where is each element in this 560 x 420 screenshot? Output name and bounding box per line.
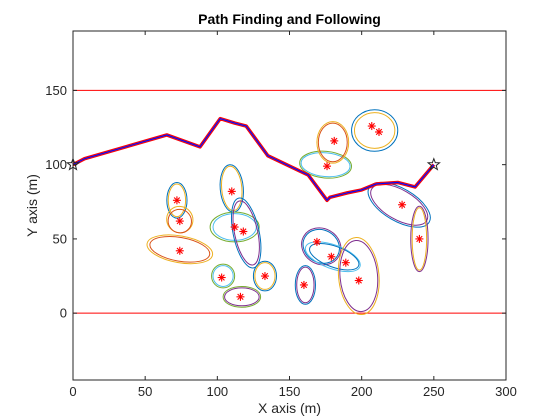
- uncertainty-ellipse: [167, 183, 187, 218]
- x-tick-label: 50: [138, 384, 152, 399]
- uncertainty-ellipse: [302, 228, 340, 264]
- plot-area: [73, 31, 506, 380]
- followed-path-line: [72, 118, 435, 201]
- uncertainty-ellipses: [146, 109, 431, 316]
- obstacle-marker: [175, 246, 184, 255]
- y-tick-label: 50: [53, 231, 67, 246]
- obstacle-marker: [341, 258, 350, 267]
- y-tick-label: 0: [60, 306, 67, 321]
- uncertainty-ellipse: [339, 239, 379, 313]
- obstacle-marker: [312, 237, 321, 246]
- obstacle-marker: [415, 234, 424, 243]
- obstacle-markers: [172, 122, 424, 301]
- obstacle-marker: [217, 273, 226, 282]
- uncertainty-ellipse: [211, 263, 236, 289]
- uncertainty-ellipse: [166, 181, 188, 219]
- uncertainty-ellipse: [411, 207, 428, 271]
- uncertainty-ellipse: [146, 234, 214, 265]
- paths: [72, 116, 436, 203]
- obstacle-marker: [299, 280, 308, 289]
- obstacle-marker: [230, 223, 239, 232]
- uncertainty-ellipse: [309, 243, 360, 271]
- x-tick-label: 100: [206, 384, 228, 399]
- uncertainty-ellipse: [300, 152, 351, 178]
- goal-marker: [426, 157, 441, 171]
- y-tick-label: 100: [45, 157, 67, 172]
- uncertainty-ellipse: [410, 205, 429, 273]
- uncertainty-ellipse: [296, 266, 315, 304]
- uncertainty-ellipse: [351, 109, 399, 152]
- chart-title: Path Finding and Following: [198, 11, 381, 27]
- obstacle-marker: [367, 122, 376, 131]
- obstacle-marker: [227, 187, 236, 196]
- obstacle-marker: [374, 127, 383, 136]
- uncertainty-ellipse: [224, 287, 260, 307]
- uncertainty-ellipse: [353, 112, 396, 149]
- uncertainty-ellipse: [299, 150, 352, 179]
- obstacle-marker: [172, 196, 181, 205]
- uncertainty-ellipse: [316, 121, 350, 164]
- y-axis-label: Y axis (m): [24, 174, 40, 237]
- uncertainty-ellipse: [212, 265, 234, 287]
- uncertainty-ellipse: [230, 197, 262, 269]
- uncertainty-ellipse: [167, 208, 192, 234]
- x-axis-ticks: 0 50 100 150 200 250 300: [69, 31, 517, 399]
- obstacle-marker: [323, 162, 332, 171]
- uncertainty-ellipse: [149, 235, 211, 263]
- obstacle-marker: [327, 252, 336, 261]
- x-tick-label: 0: [69, 384, 76, 399]
- uncertainty-ellipse: [232, 200, 260, 266]
- y-tick-label: 150: [45, 83, 67, 98]
- uncertainty-ellipse: [337, 237, 380, 316]
- uncertainty-ellipse: [254, 262, 276, 290]
- x-tick-label: 200: [351, 384, 373, 399]
- obstacle-marker: [330, 136, 339, 145]
- uncertainty-ellipse: [252, 260, 278, 292]
- x-axis-label: X axis (m): [258, 400, 321, 416]
- uncertainty-ellipse: [222, 285, 262, 308]
- uncertainty-ellipse: [317, 122, 348, 163]
- x-tick-label: 150: [279, 384, 301, 399]
- boundary-lines: [73, 89, 506, 314]
- y-axis-ticks: 0 50 100 150: [45, 83, 506, 321]
- uncertainty-ellipse: [301, 227, 342, 266]
- obstacle-marker: [260, 272, 269, 281]
- obstacle-marker: [175, 217, 184, 226]
- obstacle-marker: [398, 200, 407, 209]
- obstacle-marker: [354, 276, 363, 285]
- obstacle-marker: [236, 292, 245, 301]
- uncertainty-ellipse: [294, 265, 316, 305]
- x-tick-label: 300: [495, 384, 517, 399]
- uncertainty-ellipse: [304, 241, 361, 273]
- x-tick-label: 250: [423, 384, 445, 399]
- obstacle-marker: [239, 227, 248, 236]
